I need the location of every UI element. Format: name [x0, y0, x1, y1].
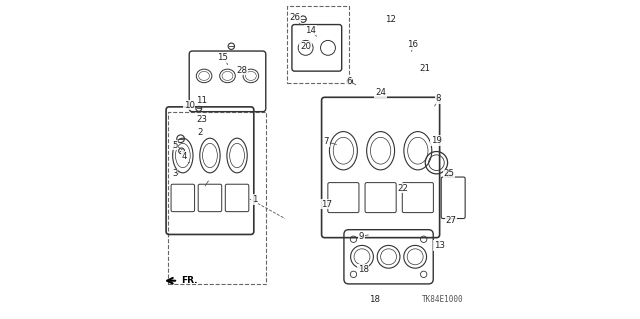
Text: 6: 6 [346, 77, 351, 86]
Text: 18: 18 [358, 265, 369, 274]
Bar [287, 6, 349, 83]
Text: 28: 28 [236, 66, 247, 75]
Text: 27: 27 [445, 216, 456, 225]
Text: 3: 3 [172, 169, 178, 178]
Text: 15: 15 [217, 53, 228, 62]
Text: 25: 25 [444, 169, 454, 178]
Text: 18: 18 [369, 295, 380, 304]
Text: 24: 24 [375, 88, 386, 97]
Text: 9: 9 [359, 232, 364, 241]
Text: 19: 19 [431, 136, 442, 145]
Text: TK84E1000: TK84E1000 [422, 295, 463, 304]
Text: 14: 14 [305, 26, 316, 35]
Text: 21: 21 [420, 64, 431, 73]
Text: 26: 26 [289, 13, 300, 22]
Text: 13: 13 [434, 241, 445, 250]
Text: 4: 4 [182, 152, 187, 161]
Text: 17: 17 [321, 200, 332, 209]
Text: FR.: FR. [181, 276, 198, 285]
Text: 5: 5 [172, 141, 178, 150]
Text: 10: 10 [184, 101, 195, 110]
Text: 2: 2 [198, 128, 203, 137]
Text: 1: 1 [252, 195, 257, 204]
Text: 8: 8 [435, 94, 441, 103]
Text: 7: 7 [324, 137, 329, 146]
Bar [168, 112, 266, 284]
Text: 12: 12 [385, 15, 396, 24]
Text: 16: 16 [407, 40, 418, 49]
Text: 11: 11 [196, 96, 207, 105]
Text: 23: 23 [196, 115, 207, 124]
Text: 22: 22 [397, 184, 408, 193]
Text: 20: 20 [300, 42, 311, 51]
